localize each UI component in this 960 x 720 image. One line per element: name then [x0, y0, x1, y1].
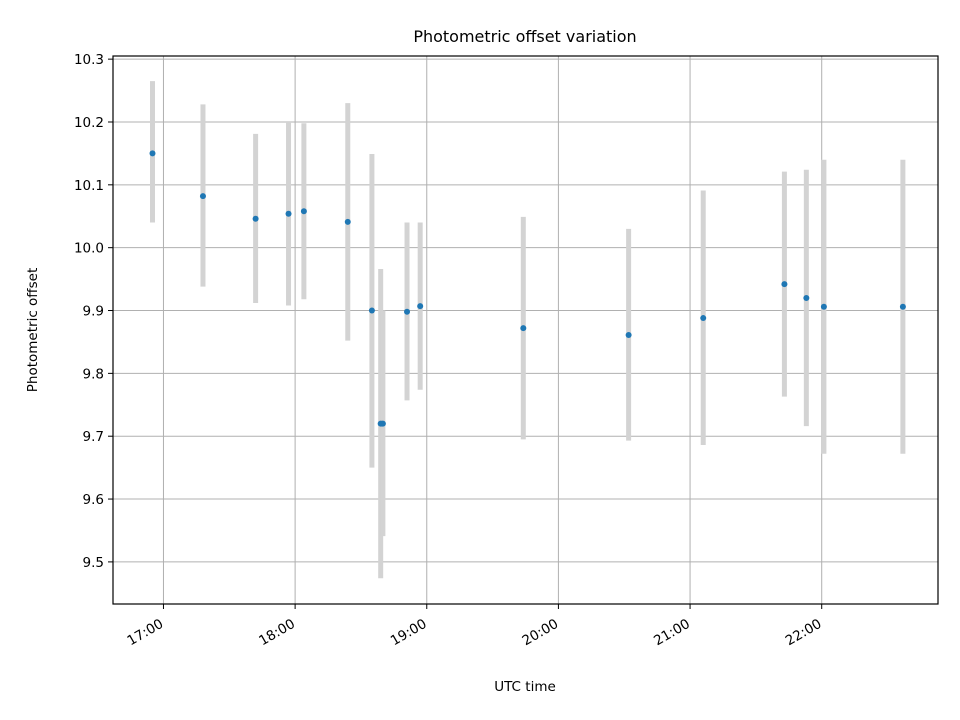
data-point — [368, 307, 375, 314]
y-tick-label: 10.1 — [74, 178, 104, 194]
data-point — [625, 332, 632, 339]
data-point — [199, 193, 206, 200]
data-point — [899, 303, 906, 310]
data-point — [520, 325, 527, 332]
data-points — [149, 150, 906, 427]
chart-title: Photometric offset variation — [413, 27, 636, 46]
data-point — [404, 308, 411, 315]
data-point — [781, 281, 788, 288]
data-point — [379, 420, 386, 427]
y-tick-label: 9.5 — [83, 555, 104, 571]
y-tick-label: 9.9 — [83, 304, 104, 320]
data-point — [803, 294, 810, 301]
y-tick-label: 9.8 — [83, 366, 104, 382]
data-point — [417, 303, 424, 310]
x-axis-label: UTC time — [494, 679, 556, 695]
y-tick-label: 10.0 — [74, 241, 104, 257]
y-tick-label: 9.7 — [83, 429, 104, 445]
plot-frame — [112, 55, 939, 605]
data-point — [149, 150, 156, 157]
y-tick-label: 10.2 — [74, 115, 104, 131]
data-point — [700, 315, 707, 322]
data-point — [285, 210, 292, 217]
data-point — [344, 218, 351, 225]
y-tick-label: 9.6 — [83, 492, 104, 508]
data-point — [252, 215, 259, 222]
y-tick-label: 10.3 — [74, 52, 104, 68]
data-point — [300, 208, 307, 215]
y-axis-label: Photometric offset — [25, 268, 41, 392]
data-point — [820, 303, 827, 310]
